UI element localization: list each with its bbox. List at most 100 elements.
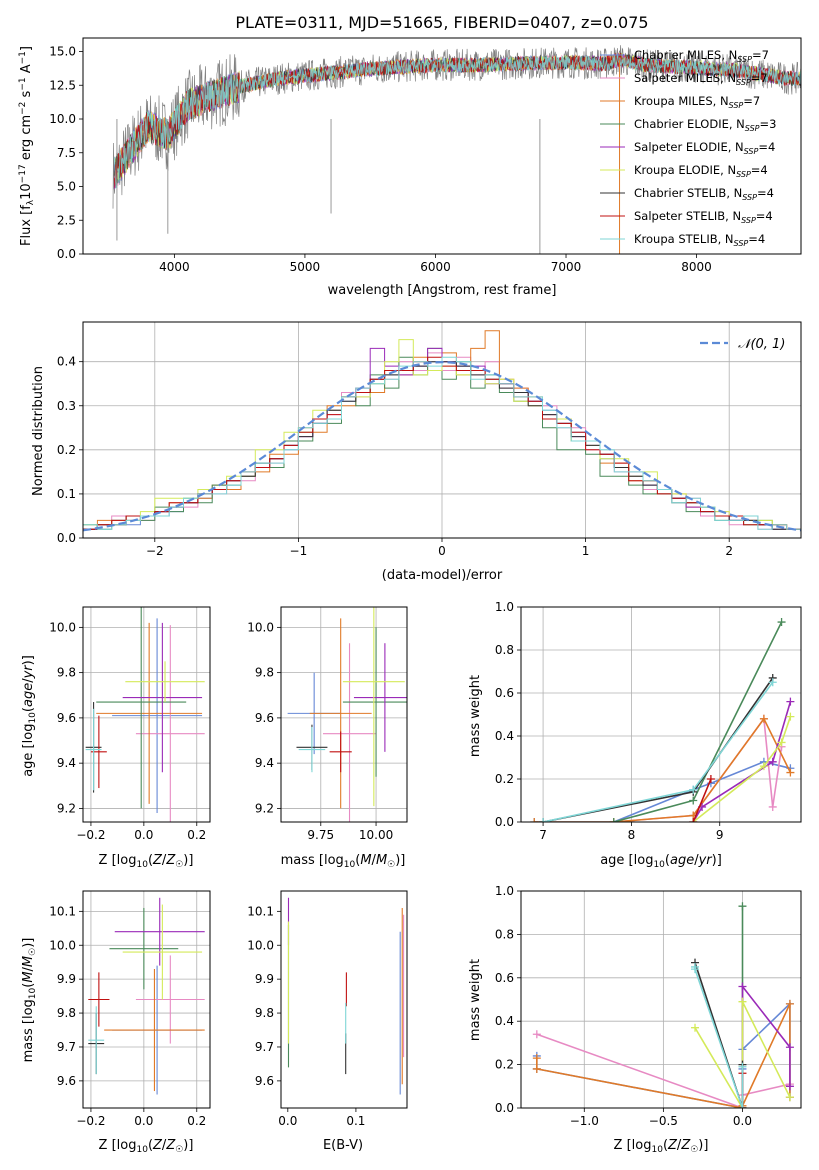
residuals-ytick-label: 0.1	[57, 487, 76, 501]
legend-nssp: =7	[752, 48, 769, 62]
mass_vs_ebv-frame	[280, 890, 408, 1109]
mass_vs_ebv-plot-area	[287, 897, 405, 1095]
mass_weight_vs_Z-frame	[520, 890, 802, 1109]
mass_vs_ebv-ytick-label: 9.7	[255, 1040, 274, 1054]
legend-nssp: =4	[751, 163, 768, 177]
mass_weight_vs_age-point-marker	[530, 818, 539, 822]
mz-xlabel: Z [log10(Z/Z☉)]	[99, 1138, 194, 1155]
legend-nssp: =3	[760, 117, 777, 131]
mass_weight_vs_Z-ytick-label: 1.0	[495, 884, 514, 898]
legend-series-name: Chabrier STELIB, N	[634, 186, 742, 200]
legend-nssp: =4	[756, 209, 773, 223]
spectrum-ytick-label: 15.0	[49, 45, 76, 59]
mass_weight_vs_age-point-marker	[768, 802, 777, 811]
mass_weight_vs_age-point-marker	[689, 796, 698, 805]
legend-sub: SSP	[742, 193, 757, 202]
plots-layer: 4000 5000 6000 7000 80000.02.55.07.510.012.5…	[49, 37, 802, 1128]
legend-sub: SSP	[736, 78, 751, 87]
mass_weight_vs_age-point-marker	[768, 678, 777, 687]
legend-series-name: Kroupa ELODIE, N	[634, 163, 736, 177]
legend-nssp: =4	[748, 232, 765, 246]
legend-nssp: =7	[751, 71, 768, 85]
age_vs_Z-ytick-label: 9.2	[57, 801, 76, 815]
az-xlabel: Z [log10(Z/Z☉)]	[99, 853, 194, 870]
mass_weight_vs_Z-ytick-label: 0.6	[495, 971, 514, 985]
spectrum-ytick-label: 0.0	[57, 247, 76, 261]
mass_weight_vs_age-series-line	[692, 701, 792, 822]
legend-series-name: Salpeter STELIB, N	[634, 209, 741, 223]
spectrum-xlabel: wavelength [Angstrom, rest frame]	[328, 283, 557, 298]
residuals-plot-area	[83, 330, 801, 538]
mass_weight_vs_Z-point-marker	[738, 982, 747, 991]
legend-entry: Salpeter MILES, NSSP=7	[634, 71, 768, 87]
spectrum-ylabel: Flux [fλ10−17 erg cm−2 s−1 A−1]	[18, 46, 36, 246]
age_vs_Z-ytick-label: 9.6	[57, 711, 76, 725]
mass_weight_vs_Z-point-marker	[532, 1030, 541, 1039]
mass_weight_vs_age-ytick-label: 0.0	[495, 815, 514, 829]
mass_vs_Z-ytick-label: 9.6	[57, 1074, 76, 1088]
spectrum-axes: 4000 5000 6000 7000 8000 0.0 2.5 5.0 7.5 10.0 12.5…	[49, 37, 802, 274]
spectrum-ytick-label: 10.0	[49, 112, 76, 126]
spectrum-xtick-label: 7000	[551, 260, 582, 274]
age_vs_Z-ytick-label: 9.8	[57, 666, 76, 680]
age_vs_Z-ytick-label: 10.0	[49, 620, 76, 634]
residuals-xtick-label: 1	[582, 544, 590, 558]
spectrum-xtick-label: 6000	[420, 260, 451, 274]
mwz-xlabel: Z [log10(Z/Z☉)]	[614, 1138, 709, 1155]
mass_vs_Z-xtick-label: −0.2	[76, 1114, 105, 1128]
mass_weight_vs_Z-ytick-label: 0.0	[495, 1101, 514, 1115]
mass_vs_ebv-axes: 0.0 0.1 9.6 9.7 9.8 9.9 10.0 10.1	[247, 890, 408, 1128]
legend-entry: Chabrier ELODIE, NSSP=3	[634, 117, 776, 133]
model-spectrum-line	[113, 53, 801, 188]
mass_weight_vs_age-xtick-label: 7	[539, 828, 547, 842]
residuals-axes: −2 −1 0 1 2 0.0 0.1 0.2 0.3 0.4 𝒩(0, 1)	[57, 321, 802, 558]
age_vs_Z-ytick-label: 9.4	[57, 756, 76, 770]
mass_vs_Z-plot-area	[88, 897, 205, 1095]
residuals-ytick-label: 0.3	[57, 399, 76, 413]
mass_weight_vs_Z-xtick-label: −1.0	[570, 1114, 599, 1128]
age_vs_mass-ytick-label: 10.0	[247, 620, 274, 634]
mz-ylabel-text: mass [log	[21, 999, 36, 1062]
residuals-xtick-label: −1	[290, 544, 308, 558]
legend-entry: Kroupa STELIB, NSSP=4	[634, 232, 765, 248]
mass_weight_vs_age-ytick-label: 1.0	[495, 600, 514, 614]
age_vs_mass-ytick-label: 9.8	[255, 666, 274, 680]
mass_weight_vs_age-point-marker	[689, 818, 698, 822]
mass_weight_vs_Z-point-marker	[738, 902, 747, 911]
legend-sub: SSP	[729, 101, 744, 110]
residuals-ytick-label: 0.0	[57, 531, 76, 545]
legend-entry: Kroupa ELODIE, NSSP=4	[634, 163, 768, 179]
mass_weight_vs_age-point-marker	[609, 818, 618, 822]
mass_weight_vs_age-frame	[520, 606, 802, 823]
legend-nssp: =7	[743, 94, 760, 108]
mass_weight_vs_age-axes: 7 8 9 0.0 0.2 0.4 0.6 0.8 1.0	[495, 600, 802, 842]
mass_vs_Z-xtick-label: 0.2	[187, 1114, 206, 1128]
mass_weight_vs_Z-point-marker	[785, 1082, 794, 1091]
age_vs_mass-ytick-label: 9.4	[255, 756, 274, 770]
mass_weight_vs_age-point-marker	[777, 618, 786, 627]
age_vs_mass-xtick-label: 9.75	[307, 828, 334, 842]
age_vs_Z-plot-area	[85, 607, 205, 822]
mass_weight_vs_age-xtick-label: 8	[628, 828, 636, 842]
mass_vs_Z-ytick-label: 9.8	[57, 1006, 76, 1020]
observed-spectrum-line	[112, 45, 801, 209]
mass_weight_vs_Z-plot-area	[532, 902, 794, 1108]
spectrum-ytick-label: 12.5	[49, 78, 76, 92]
residuals-ytick-label: 0.4	[57, 355, 76, 369]
spectrum-xtick-label: 8000	[681, 260, 712, 274]
resid-xlabel: (data-model)/error	[382, 568, 503, 583]
mass_weight_vs_Z-point-marker	[785, 1043, 794, 1052]
mass_weight_vs_age-point-marker	[786, 712, 795, 721]
mass_weight_vs_age-series-line	[692, 778, 712, 822]
legend-sub: SSP	[741, 216, 756, 225]
mass_weight_vs_age-point-marker	[706, 775, 715, 783]
spectrum-ytick-label: 7.5	[57, 146, 76, 160]
mwa-xlabel-text: age [log	[600, 853, 653, 868]
mass_vs_Z-frame	[82, 890, 211, 1109]
age_vs_Z-xtick-label: −0.2	[76, 828, 105, 842]
mass_weight_vs_age-point-marker	[768, 757, 777, 766]
mass_vs_ebv-ytick-label: 9.8	[255, 1006, 274, 1020]
legend-entry: Salpeter STELIB, NSSP=4	[634, 209, 773, 225]
legend-series-name: Kroupa MILES, N	[634, 94, 729, 108]
